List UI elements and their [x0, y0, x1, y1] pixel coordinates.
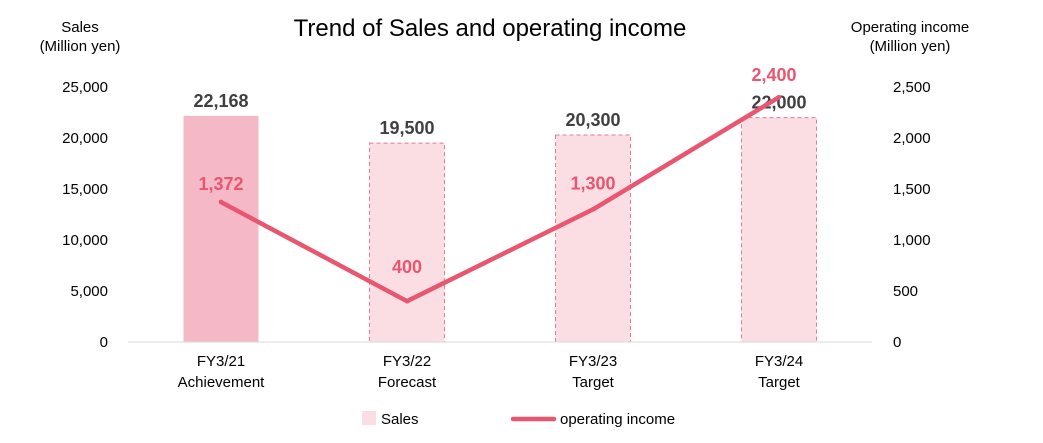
operating-income-label: 1,300 [570, 173, 615, 193]
x-tick-label: FY3/24 [755, 353, 803, 370]
y-right-tick-label: 2,000 [893, 130, 931, 147]
y-right-tick-label: 0 [893, 334, 901, 351]
y-left-tick-label: 5,000 [70, 283, 108, 300]
operating-income-label: 400 [392, 257, 422, 277]
sales-bar [555, 134, 631, 343]
sales-bar [741, 117, 817, 343]
chart-title: Trend of Sales and operating income [294, 15, 687, 42]
y-left-tick-label: 20,000 [62, 130, 108, 147]
legend-label-sales: Sales [381, 411, 419, 428]
y-right-axis-label: Operating income [851, 19, 969, 36]
x-tick-label: FY3/23 [569, 353, 617, 370]
operating-income-point [776, 94, 782, 100]
x-tick-label: FY3/21 [197, 353, 245, 370]
operating-income-label: 1,372 [198, 174, 243, 194]
y-right-tick-label: 500 [893, 283, 918, 300]
x-tick-label-sub: Target [758, 374, 801, 391]
x-tick-label: FY3/22 [383, 353, 431, 370]
sales-bar-label: 19,500 [379, 118, 434, 138]
operating-income-point [404, 298, 410, 304]
y-left-tick-label: 0 [100, 334, 108, 351]
x-tick-label-sub: Target [572, 374, 615, 391]
legend-swatch-sales [362, 411, 376, 425]
sales-bar [369, 142, 445, 343]
y-left-tick-label: 10,000 [62, 232, 108, 249]
y-right-tick-label: 1,500 [893, 181, 931, 198]
sales-bar-label: 20,300 [565, 110, 620, 130]
y-right-axis-label-unit: (Million yen) [870, 38, 951, 55]
x-tick-label-sub: Achievement [178, 374, 266, 391]
operating-income-point [590, 207, 596, 212]
legend-label-operating-income: operating income [560, 411, 675, 428]
operating-income-point [218, 199, 224, 205]
y-left-tick-label: 25,000 [62, 79, 108, 96]
sales-bar [183, 115, 259, 342]
operating-income-line [218, 94, 782, 304]
y-right-tick-label: 2,500 [893, 79, 931, 96]
y-left-axis-label-unit: (Million yen) [40, 38, 121, 55]
x-tick-label-sub: Forecast [378, 374, 437, 391]
y-left-axis-label: Sales [61, 19, 99, 36]
operating-income-label: 2,400 [751, 65, 796, 85]
y-right-tick-label: 1,000 [893, 232, 931, 249]
y-left-tick-label: 15,000 [62, 181, 108, 198]
sales-bar-label: 22,168 [193, 91, 248, 111]
